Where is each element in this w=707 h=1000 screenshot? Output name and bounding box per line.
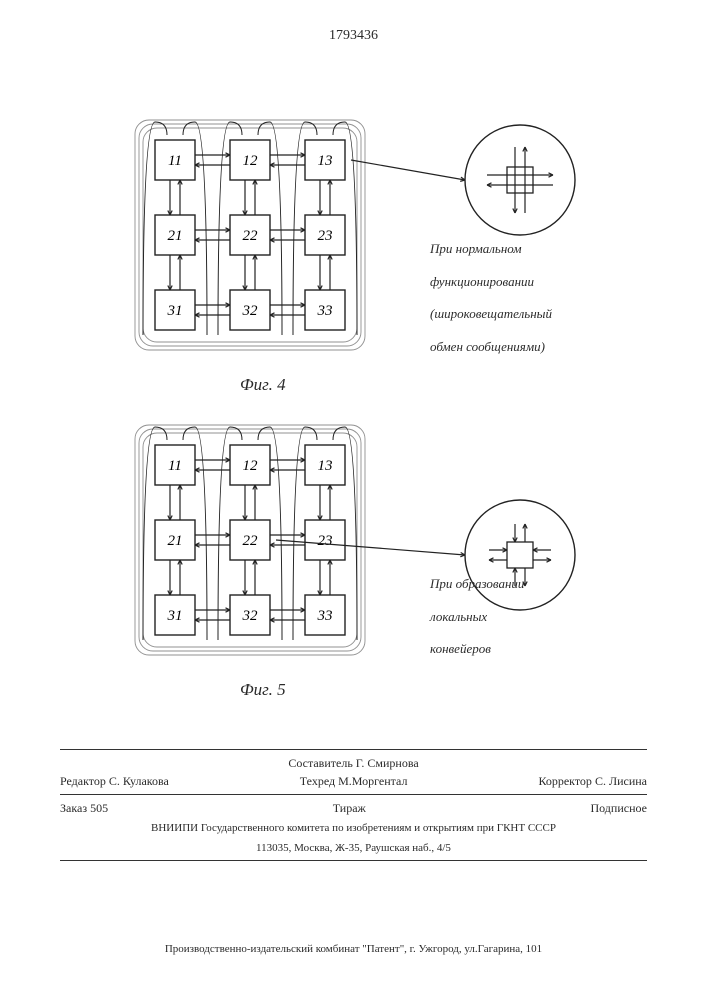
svg-text:21: 21 — [168, 533, 183, 549]
svg-text:33: 33 — [317, 608, 333, 624]
svg-text:21: 21 — [168, 228, 183, 244]
figure-5: 11 12 13 21 22 23 31 32 33 — [120, 415, 660, 695]
svg-text:12: 12 — [243, 153, 259, 169]
fig5-label: Фиг. 5 — [240, 680, 286, 700]
figure-4: 11 12 13 21 22 23 31 32 33 — [120, 110, 660, 390]
svg-text:22: 22 — [243, 533, 259, 549]
fig4-caption: При нормальном функционировании (широков… — [430, 225, 552, 355]
credits-block: Составитель Г. Смирнова Редактор С. Кула… — [60, 745, 647, 865]
svg-text:23: 23 — [318, 533, 333, 549]
svg-text:31: 31 — [167, 608, 183, 624]
svg-text:22: 22 — [243, 228, 259, 244]
svg-text:31: 31 — [167, 303, 183, 319]
address-line-1: ВНИИПИ Государственного комитета по изоб… — [60, 820, 647, 837]
publisher-address: Производственно-издательский комбинат "П… — [0, 943, 707, 955]
svg-text:12: 12 — [243, 458, 259, 474]
svg-text:32: 32 — [242, 608, 259, 624]
svg-text:13: 13 — [318, 153, 333, 169]
fig4-label: Фиг. 4 — [240, 375, 286, 395]
svg-text:33: 33 — [317, 303, 333, 319]
address-line-2: 113035, Москва, Ж-35, Раушская наб., 4/5 — [60, 840, 647, 857]
svg-text:11: 11 — [168, 458, 182, 474]
page: 1793436 11 12 13 21 22 23 31 32 33 Фиг. 4 При но… — [0, 0, 707, 1000]
svg-text:13: 13 — [318, 458, 333, 474]
svg-text:23: 23 — [318, 228, 333, 244]
svg-text:32: 32 — [242, 303, 259, 319]
svg-text:11: 11 — [168, 153, 182, 169]
fig5-caption: При образовании локальных конвейеров — [430, 560, 524, 658]
document-number: 1793436 — [0, 28, 707, 44]
